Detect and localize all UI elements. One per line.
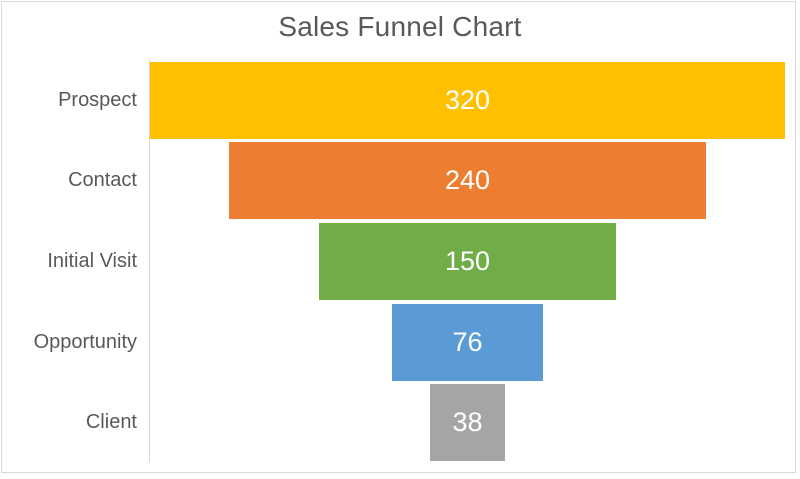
funnel-row: Contact 240 bbox=[0, 141, 800, 222]
funnel-bar-opportunity: 76 bbox=[392, 303, 543, 381]
funnel-bar-prospect: 320 bbox=[150, 61, 785, 139]
chart-title: Sales Funnel Chart bbox=[278, 11, 522, 42]
category-label-initial-visit: Initial Visit bbox=[47, 249, 137, 272]
bar-data-label: 240 bbox=[444, 165, 491, 196]
funnel-row: Opportunity 76 bbox=[0, 302, 800, 383]
category-label-prospect: Prospect bbox=[58, 88, 137, 111]
category-axis-line bbox=[149, 59, 150, 462]
category-label-opportunity: Opportunity bbox=[33, 330, 137, 353]
bar-data-label: 320 bbox=[444, 84, 491, 115]
bar-data-label: 76 bbox=[452, 326, 483, 357]
category-label-client: Client bbox=[85, 411, 137, 434]
bar-data-label: 150 bbox=[444, 245, 491, 276]
funnel-bar-contact: 240 bbox=[229, 142, 706, 220]
bar-data-label: 38 bbox=[452, 407, 483, 438]
funnel-row: Initial Visit 150 bbox=[0, 221, 800, 302]
funnel-row: Prospect 320 bbox=[0, 60, 800, 141]
funnel-bar-initial-visit: 150 bbox=[318, 222, 617, 300]
funnel-bar-client: 38 bbox=[429, 384, 506, 462]
plot-area: Prospect 320 Contact 240 Initial Visit 150 Opp… bbox=[0, 60, 800, 463]
category-label-contact: Contact bbox=[68, 169, 137, 192]
funnel-row: Client 38 bbox=[0, 382, 800, 463]
